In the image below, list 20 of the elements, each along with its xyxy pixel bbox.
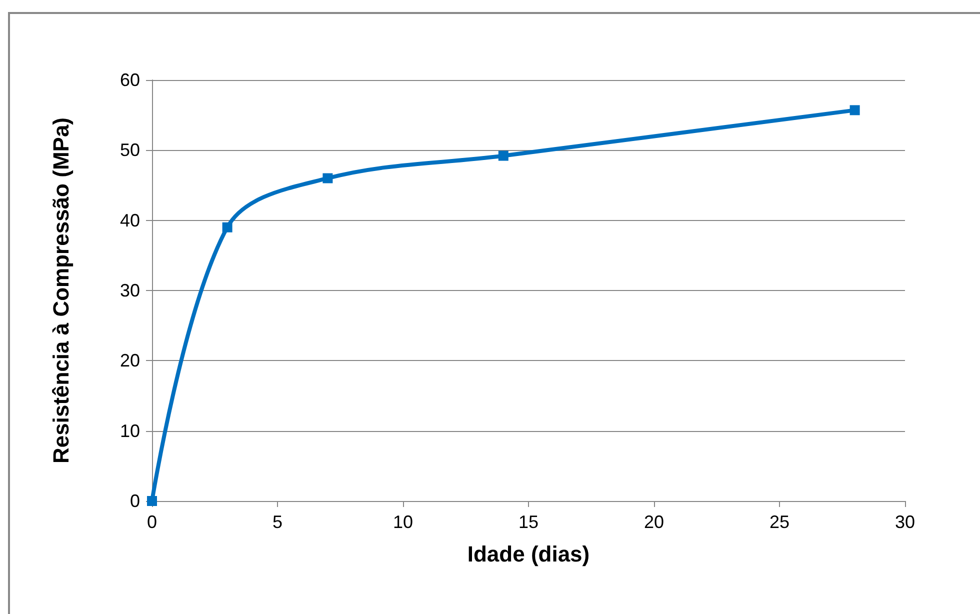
- y-tick-label: 60: [120, 70, 140, 90]
- point: [850, 105, 860, 116]
- x-tick-label: 30: [894, 512, 916, 532]
- x-tick-label: 25: [769, 512, 790, 532]
- x-tick-label: 5: [272, 512, 283, 532]
- x-tick-label: 0: [146, 512, 158, 532]
- x-tick-label: 15: [518, 512, 539, 532]
- y-tick-label: 50: [120, 140, 140, 160]
- x-tick-label: 20: [644, 512, 664, 532]
- y-axis-title: Resistência à Compressão (MPa): [48, 117, 74, 464]
- y-tick-label: 0: [130, 491, 140, 511]
- y-tick-label: 30: [120, 280, 140, 300]
- point: [498, 150, 508, 161]
- y-tick-label: 20: [120, 350, 140, 371]
- point: [322, 173, 333, 184]
- x-axis-title: Idade (dias): [467, 542, 590, 566]
- x-tick-label: 10: [392, 512, 414, 532]
- point: [222, 222, 232, 232]
- y-tick-label: 40: [120, 210, 140, 230]
- y-tick-label: 10: [120, 420, 140, 441]
